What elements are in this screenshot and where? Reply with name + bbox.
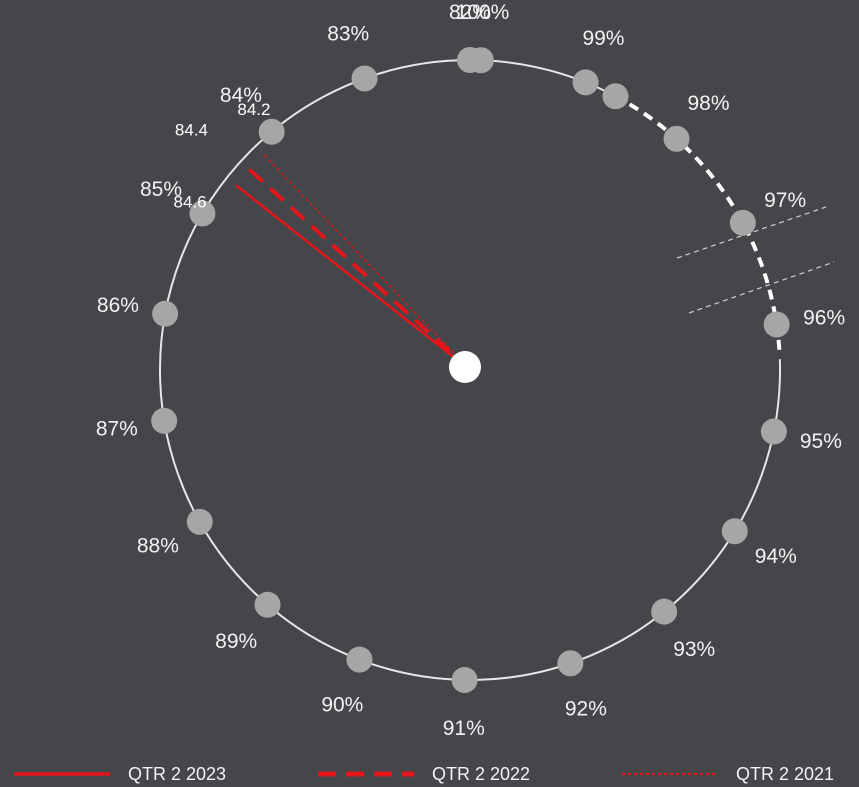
tick-label: 88% [137,534,179,557]
value-label-2: 84.4 [175,121,208,140]
tick-label: 99% [582,27,624,50]
tick-label: 91% [443,717,485,740]
tick-marker [351,65,378,92]
tick-label: 94% [755,545,797,568]
tick-marker [651,598,678,625]
tick-marker [254,591,281,618]
axis-break-arc [628,102,782,354]
tick-label: 100% [456,1,510,24]
tick-label: 93% [673,638,715,661]
tick-label: 96% [803,306,845,329]
legend-label-2: QTR 2 2022 [432,764,530,784]
gauge-ring [159,59,781,681]
tick-label: 92% [565,698,607,721]
tick-label: 85% [140,178,182,201]
needle-2 [248,168,472,372]
tick-marker [451,666,478,693]
needle-layer [235,154,481,383]
tick-marker [152,300,179,327]
tick-label: 95% [800,430,842,453]
gauge-ring-start [469,59,626,103]
legend-label-3: QTR 2 2021 [736,764,834,784]
tick-label: 89% [215,630,257,653]
value-label-1: 84.6 [174,192,207,211]
tick-marker [572,69,599,96]
gauge-hub [449,351,481,383]
tick-label: 83% [327,22,369,45]
tick-marker [467,47,494,74]
tick-marker [721,518,748,545]
tick-marker [189,200,216,227]
tick-marker [663,125,690,152]
legend: QTR 2 2023 QTR 2 2022 QTR 2 2021 [14,764,834,784]
tick-marker [346,646,373,673]
tick-label: 84% [220,84,262,107]
tick-marker [760,418,787,445]
tick-label: 86% [97,294,139,317]
legend-label-1: QTR 2 2023 [128,764,226,784]
axis-break-mark [688,261,835,314]
ring-layer [159,59,835,681]
tick-marker [729,209,756,236]
tick-label: 97% [764,189,806,212]
tick-marker [186,508,213,535]
value-label-3: 84.2 [237,100,270,119]
tick-label: 87% [96,418,138,441]
tick-label: 98% [688,92,730,115]
label-layer: 82% 83% 84% 85% 86% 87% 88% 89% 90% 91% 92% 93% 94% 9… [96,1,845,740]
tick-marker [557,650,584,677]
tick-marker [151,407,178,434]
axis-break-marker [602,83,629,110]
needle-3 [263,154,471,371]
tick-label: 90% [321,693,363,716]
tick-label: 82% [449,1,491,24]
needle-1 [235,184,471,371]
tick-marker [763,311,790,338]
tick-marker [258,118,285,145]
tick-layer [151,47,790,693]
